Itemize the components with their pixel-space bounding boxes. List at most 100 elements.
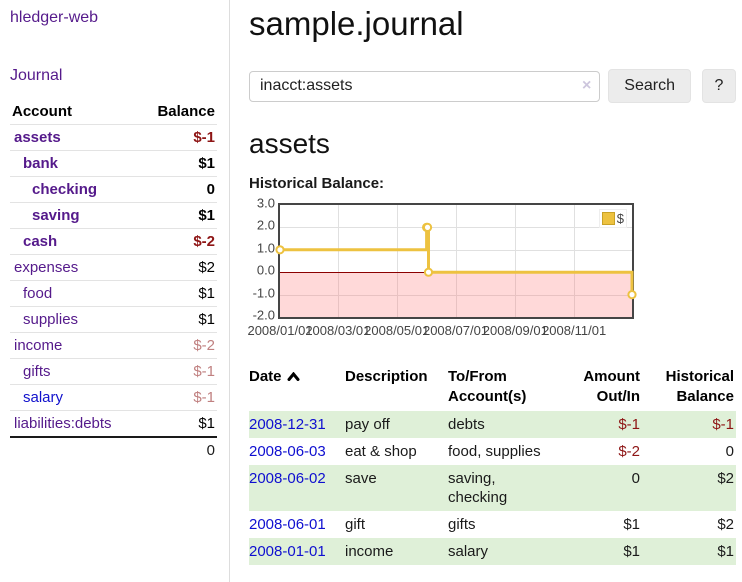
transaction-date-link[interactable]: 2008-01-01 [249, 543, 326, 560]
account-row: food $1 [10, 280, 217, 307]
account-row: saving $1 [10, 202, 217, 229]
account-link-saving[interactable]: saving [32, 207, 80, 224]
transaction-description-cell: income [345, 543, 394, 560]
accounts-total-value: 0 [139, 436, 217, 463]
balance-series-line [275, 222, 637, 300]
account-balance: $-1 [139, 358, 217, 385]
transaction-accounts-cell: debts [448, 416, 485, 433]
column-header-amount: Amount Out/In [583, 368, 640, 405]
column-header-date[interactable]: Date [249, 364, 345, 411]
search-bar: × Search ? [249, 69, 736, 103]
transaction-description-cell: save [345, 470, 377, 487]
account-link-income[interactable]: income [14, 337, 63, 354]
main-content: sample.journal × Search ? assets Histori… [247, 0, 736, 565]
column-header-accounts: To/From Account(s) [448, 368, 527, 405]
accounts-total-row: 0 [10, 436, 217, 463]
chart-legend: $ [598, 209, 627, 228]
clear-search-icon[interactable]: × [581, 77, 592, 94]
account-row: assets $-1 [10, 124, 217, 151]
account-balance: $2 [139, 254, 217, 281]
column-header-description: Description [345, 368, 428, 385]
transaction-balance-cell: $-1 [712, 416, 734, 433]
account-row: gifts $-1 [10, 358, 217, 385]
transaction-accounts-cell: gifts [448, 516, 476, 533]
sidebar: hledger-web Journal Account Balance asse… [0, 0, 230, 582]
transaction-amount-cell: $-2 [618, 443, 640, 460]
transaction-date-cell: 2008-06-03 [249, 438, 345, 465]
account-balance: $1 [139, 202, 217, 229]
account-link-food[interactable]: food [23, 285, 53, 302]
transaction-balance-cell: $2 [717, 516, 734, 533]
account-link-cash[interactable]: cash [23, 233, 58, 250]
legend-label: $ [616, 211, 624, 226]
transaction-description-cell: eat & shop [345, 443, 417, 460]
account-row: salary $-1 [10, 384, 217, 411]
register-table: Date Description To/From Account(s) Amou… [249, 364, 736, 565]
account-link-expenses[interactable]: expenses [14, 259, 79, 276]
account-row: cash $-2 [10, 228, 217, 255]
legend-color-swatch [601, 212, 615, 225]
account-link-gifts[interactable]: gifts [23, 363, 51, 380]
account-row: checking 0 [10, 176, 217, 203]
transaction-description-cell: gift [345, 516, 366, 533]
account-balance: 0 [139, 176, 217, 203]
transaction-balance-cell: $2 [717, 470, 734, 487]
transaction-row: 2008-01-01 income salary $1 $1 [249, 538, 736, 565]
transaction-date-link[interactable]: 2008-06-01 [249, 516, 326, 533]
transaction-row: 2008-12-31 pay off debts $-1 $-1 [249, 411, 736, 438]
transaction-date-cell: 2008-12-31 [249, 411, 345, 438]
column-header-balance: Historical Balance [665, 368, 734, 405]
help-button[interactable]: ? [702, 69, 736, 103]
transaction-row: 2008-06-03 eat & shop food, supplies $-2 0 [249, 438, 736, 465]
account-row: expenses $2 [10, 254, 217, 281]
transaction-date-link[interactable]: 2008-06-02 [249, 470, 326, 487]
transaction-accounts-cell: saving, checking [448, 470, 508, 506]
app-brand-link[interactable]: hledger-web [10, 9, 99, 26]
transaction-row: 2008-06-02 save saving, checking 0 $2 [249, 465, 736, 511]
account-heading: assets [249, 128, 330, 159]
account-balance: $-1 [139, 384, 217, 411]
account-link-supplies[interactable]: supplies [23, 311, 79, 328]
search-button[interactable]: Search [608, 69, 691, 103]
search-input[interactable] [249, 70, 601, 102]
transaction-date-cell: 2008-06-01 [249, 511, 345, 538]
transaction-accounts-cell: food, supplies [448, 443, 541, 460]
transaction-amount-cell: $1 [623, 543, 640, 560]
transaction-balance-cell: $1 [717, 543, 734, 560]
account-link-salary[interactable]: salary [23, 389, 64, 406]
transaction-amount-cell: 0 [631, 470, 640, 487]
accounts-column-header: Account [12, 103, 72, 120]
account-link-assets[interactable]: assets [14, 129, 61, 146]
transaction-amount-cell: $1 [623, 516, 640, 533]
accounts-balance-table: Account Balance assets $-1 bank $1 checking 0… [10, 99, 217, 463]
account-balance: $-2 [139, 228, 217, 255]
account-balance: $1 [139, 150, 217, 177]
account-link-checking[interactable]: checking [32, 181, 98, 198]
account-balance: $-1 [139, 124, 217, 151]
account-balance: $1 [139, 306, 217, 333]
transaction-date-cell: 2008-06-02 [249, 465, 345, 511]
transaction-accounts-cell: salary [448, 543, 489, 560]
negative-balance-region [280, 272, 632, 317]
transaction-balance-cell: 0 [725, 443, 734, 460]
account-balance: $1 [139, 280, 217, 307]
account-row: income $-2 [10, 332, 217, 359]
transaction-date-link[interactable]: 2008-12-31 [249, 416, 326, 433]
account-balance: $-2 [139, 332, 217, 359]
balance-column-header: Balance [157, 103, 215, 120]
sidebar-item-journal[interactable]: Journal [10, 67, 63, 84]
account-link-bank[interactable]: bank [23, 155, 59, 172]
historical-balance-chart: 3.0 2.0 1.0 0.0 -1.0 -2.0 $ 2008/01/01 2008/03… [247, 196, 736, 341]
account-row: liabilities:debts $1 [10, 410, 217, 437]
account-balance: $1 [139, 410, 217, 437]
transaction-date-link[interactable]: 2008-06-03 [249, 443, 326, 460]
transaction-date-cell: 2008-01-01 [249, 538, 345, 565]
transaction-row: 2008-06-01 gift gifts $1 $2 [249, 511, 736, 538]
sort-ascending-icon [287, 367, 300, 387]
account-row: supplies $1 [10, 306, 217, 333]
account-link-liabilities-debts[interactable]: liabilities:debts [14, 415, 112, 432]
transaction-amount-cell: $-1 [618, 416, 640, 433]
chart-plot-area: $ [275, 203, 637, 319]
account-row: bank $1 [10, 150, 217, 177]
page-title: sample.journal [249, 5, 464, 42]
